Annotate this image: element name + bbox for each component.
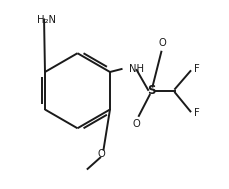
- Text: O: O: [98, 149, 105, 159]
- Text: O: O: [132, 119, 140, 129]
- Text: H₂N: H₂N: [37, 15, 56, 25]
- Text: NH: NH: [128, 64, 143, 74]
- Text: F: F: [193, 64, 199, 74]
- Text: S: S: [147, 84, 155, 97]
- Text: O: O: [157, 38, 165, 48]
- Text: F: F: [193, 108, 199, 118]
